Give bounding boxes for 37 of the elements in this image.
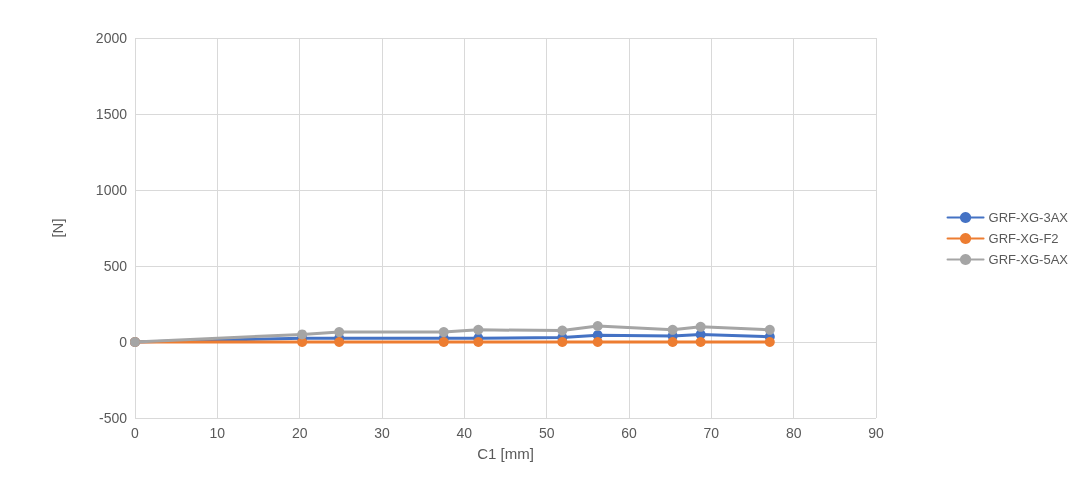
point <box>334 337 345 347</box>
point <box>667 324 678 335</box>
y-tick-label: 1000 <box>95 182 128 198</box>
legend-label: GRF-XG-5AX <box>988 252 1069 267</box>
y-tick-label: 500 <box>103 258 128 274</box>
point <box>592 337 603 347</box>
x-tick-label: 30 <box>374 425 390 441</box>
legend-label: GRF-XG-F2 <box>988 231 1059 246</box>
point <box>695 337 706 347</box>
x-tick-label: 20 <box>291 425 308 441</box>
x-tick-label: 80 <box>785 425 802 441</box>
point <box>695 321 706 332</box>
x-tick-label: 40 <box>456 425 473 441</box>
point <box>592 321 603 332</box>
y-tick-label: 2000 <box>95 30 128 46</box>
point <box>557 325 568 336</box>
point <box>557 337 568 347</box>
x-tick-label: 10 <box>209 425 226 441</box>
point <box>667 337 678 347</box>
y-axis-title: [N] <box>49 218 66 238</box>
point <box>438 337 449 347</box>
x-tick-label: 70 <box>703 425 720 441</box>
legend-label: GRF-XG-3AX <box>988 210 1069 225</box>
point <box>473 324 484 335</box>
y-tick-label: 0 <box>119 334 128 350</box>
x-tick-label: 60 <box>621 425 637 441</box>
point <box>334 327 345 338</box>
y-tick-label: 1500 <box>95 106 128 122</box>
x-tick-label: 0 <box>131 425 140 441</box>
x-axis-title: C1 [mm] <box>477 445 534 462</box>
point <box>764 324 775 335</box>
point <box>764 337 775 347</box>
y-tick-label: -500 <box>98 410 128 426</box>
point <box>473 337 484 347</box>
x-tick-label: 90 <box>868 425 884 441</box>
point <box>438 327 449 338</box>
x-tick-label: 50 <box>538 425 555 441</box>
